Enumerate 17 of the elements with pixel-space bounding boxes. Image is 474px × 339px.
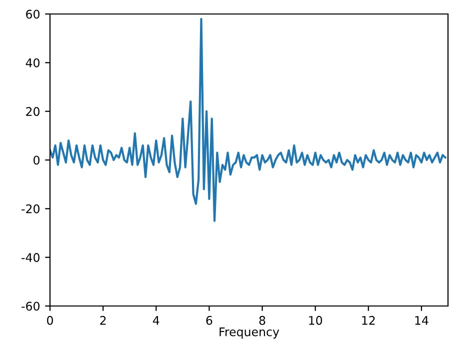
- x-tick-label: 0: [47, 316, 53, 325]
- x-tick-label: 10: [309, 316, 322, 325]
- y-tick-label: -60: [22, 302, 40, 311]
- y-tick-label: 40: [26, 58, 40, 68]
- x-tick-label: 4: [152, 316, 160, 325]
- x-tick-label: 12: [362, 316, 375, 325]
- x-tick-label: 6: [206, 316, 212, 325]
- y-tick-label: 20: [26, 107, 40, 116]
- y-tick-label: -40: [22, 253, 40, 262]
- x-axis-title: Frequency: [220, 328, 280, 339]
- y-tick-label: -20: [22, 204, 40, 214]
- line-series: [50, 18, 446, 222]
- x-tick-label: 8: [259, 316, 266, 325]
- y-tick-label: 0: [34, 156, 40, 165]
- y-tick-label: 60: [26, 10, 40, 19]
- x-tick-label: 14: [415, 316, 428, 325]
- x-tick-label: 2: [100, 316, 106, 325]
